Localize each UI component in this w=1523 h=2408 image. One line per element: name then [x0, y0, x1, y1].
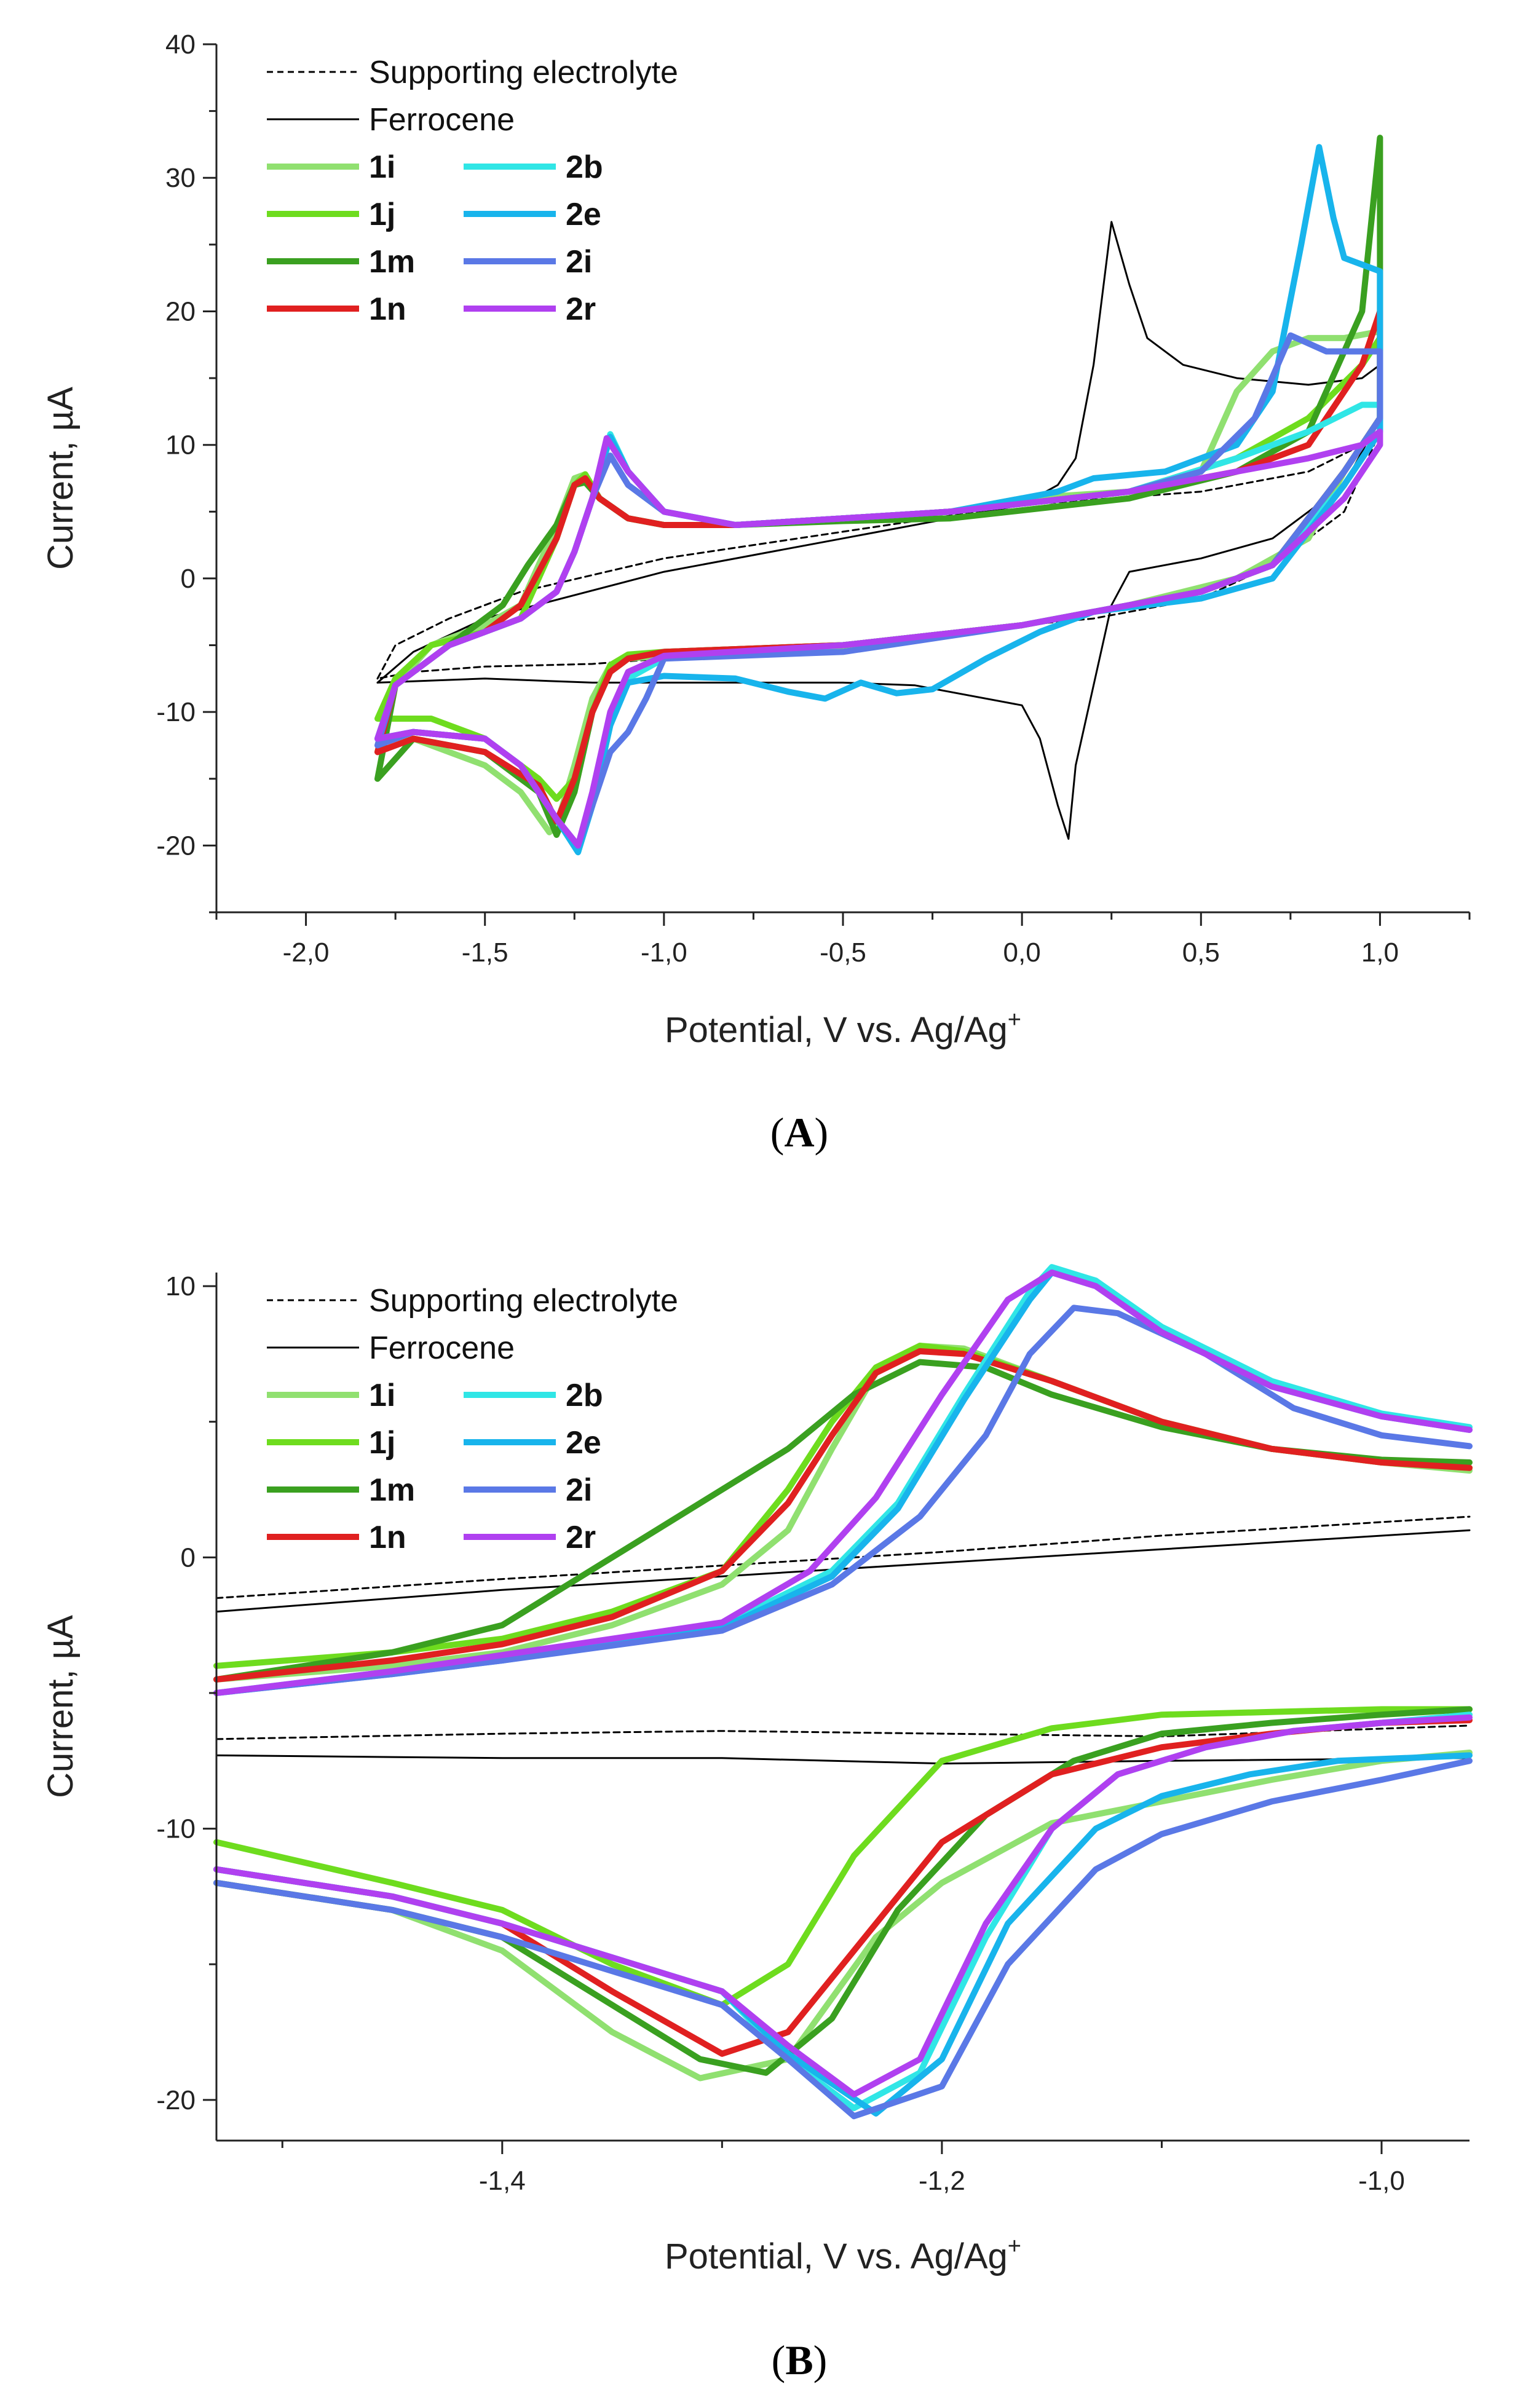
legend-label-1n: 1n	[369, 1520, 406, 1555]
legend-label-1i: 1i	[369, 149, 395, 185]
legend-label-supporting: Supporting electrolyte	[369, 55, 678, 90]
y-tick-label: -20	[156, 2085, 196, 2115]
series-layer-a	[374, 135, 1383, 856]
legend-label-ferrocene: Ferrocene	[369, 1330, 515, 1366]
y-axis-title-b: Current, µA	[41, 1615, 81, 1798]
legend-a: Supporting electrolyte Ferrocene 1i 1j 1m 1n 2…	[267, 55, 678, 327]
y-tick-label: 0	[181, 1542, 196, 1573]
y-tick-label: -20	[156, 831, 196, 861]
series-1j-return	[213, 1706, 1473, 2008]
x-tick-label: -1,5	[462, 938, 508, 968]
legend-b: Supporting electrolyte Ferrocene 1i 1j 1m 1n 2…	[267, 1283, 678, 1555]
y-tick-label: -10	[156, 1814, 196, 1844]
series-2r-return	[213, 1714, 1473, 2098]
y-tick-label: -10	[156, 697, 196, 727]
y-axis-title-a: Current, µA	[41, 387, 81, 570]
x-tick-label: -1,4	[479, 2166, 526, 2196]
series-2r	[213, 1269, 1473, 1696]
y-tick-label: 30	[165, 163, 196, 193]
panel-label-b: (B)	[772, 2337, 828, 2383]
legend-label-2e: 2e	[566, 197, 601, 232]
legend-label-2e: 2e	[566, 1425, 601, 1461]
series-1i	[374, 328, 1383, 835]
panel-label-a: (A)	[770, 1109, 828, 1156]
series-supporting	[215, 1515, 1471, 1599]
legend-label-2r: 2r	[566, 291, 596, 327]
series-1m-return	[213, 1706, 1473, 2076]
y-tick-label: 10	[165, 1271, 196, 1301]
legend-label-1j: 1j	[369, 197, 395, 232]
x-tick-label: -1,2	[919, 2166, 965, 2196]
legend-label-2b: 2b	[566, 1378, 603, 1413]
panel-b: -1,4 -1,2 -1,0 -20 -10 0 10 Supporting electro…	[41, 1264, 1473, 2383]
legend-label-2b: 2b	[566, 149, 603, 185]
series-ferrocene-return	[215, 1754, 1471, 1765]
x-axis-title-b: Potential, V vs. Ag/Ag+	[665, 2233, 1021, 2276]
x-tick-label: -1,0	[641, 938, 687, 968]
plot-area-a	[216, 44, 1470, 912]
legend-label-2i: 2i	[566, 244, 592, 280]
y-tick-label: 10	[165, 430, 196, 460]
legend-label-ferrocene: Ferrocene	[369, 102, 515, 138]
panel-a: -2,0 -1,5 -1,0 -0,5 0,0 0,5 1,0 -20 -10 0 10 20 30 40…	[41, 30, 1471, 1156]
axes-b: -1,4 -1,2 -1,0 -20 -10 0 10	[156, 1271, 1470, 2196]
series-2r	[374, 428, 1383, 849]
legend-label-2r: 2r	[566, 1520, 596, 1555]
legend-label-supporting: Supporting electrolyte	[369, 1283, 678, 1319]
x-tick-label: 1,0	[1361, 938, 1399, 968]
series-2i	[213, 1305, 1473, 1696]
legend-label-1i: 1i	[369, 1378, 395, 1413]
x-tick-label: 0,0	[1003, 938, 1041, 968]
y-tick-label: 20	[165, 296, 196, 326]
series-1i-return	[213, 1750, 1473, 2082]
axes-a: -2,0 -1,5 -1,0 -0,5 0,0 0,5 1,0 -20 -10 0 10 20 30 40	[156, 30, 1471, 968]
y-tick-label: 40	[165, 30, 196, 60]
x-tick-label: 0,5	[1182, 938, 1220, 968]
series-2i-return	[213, 1758, 1473, 2120]
x-tick-label: -1,0	[1358, 2166, 1405, 2196]
legend-label-1n: 1n	[369, 291, 406, 327]
x-tick-label: -0,5	[820, 938, 866, 968]
y-tick-label: 0	[181, 564, 196, 594]
legend-label-1m: 1m	[369, 244, 415, 280]
legend-label-1m: 1m	[369, 1472, 415, 1508]
legend-label-2i: 2i	[566, 1472, 592, 1508]
x-tick-label: -2,0	[283, 938, 330, 968]
x-axis-title-a: Potential, V vs. Ag/Ag+	[665, 1007, 1021, 1050]
series-1n	[213, 1348, 1473, 1683]
series-layer-b	[213, 1264, 1473, 2120]
legend-label-1j: 1j	[369, 1425, 395, 1461]
series-supporting-return	[215, 1724, 1471, 1740]
